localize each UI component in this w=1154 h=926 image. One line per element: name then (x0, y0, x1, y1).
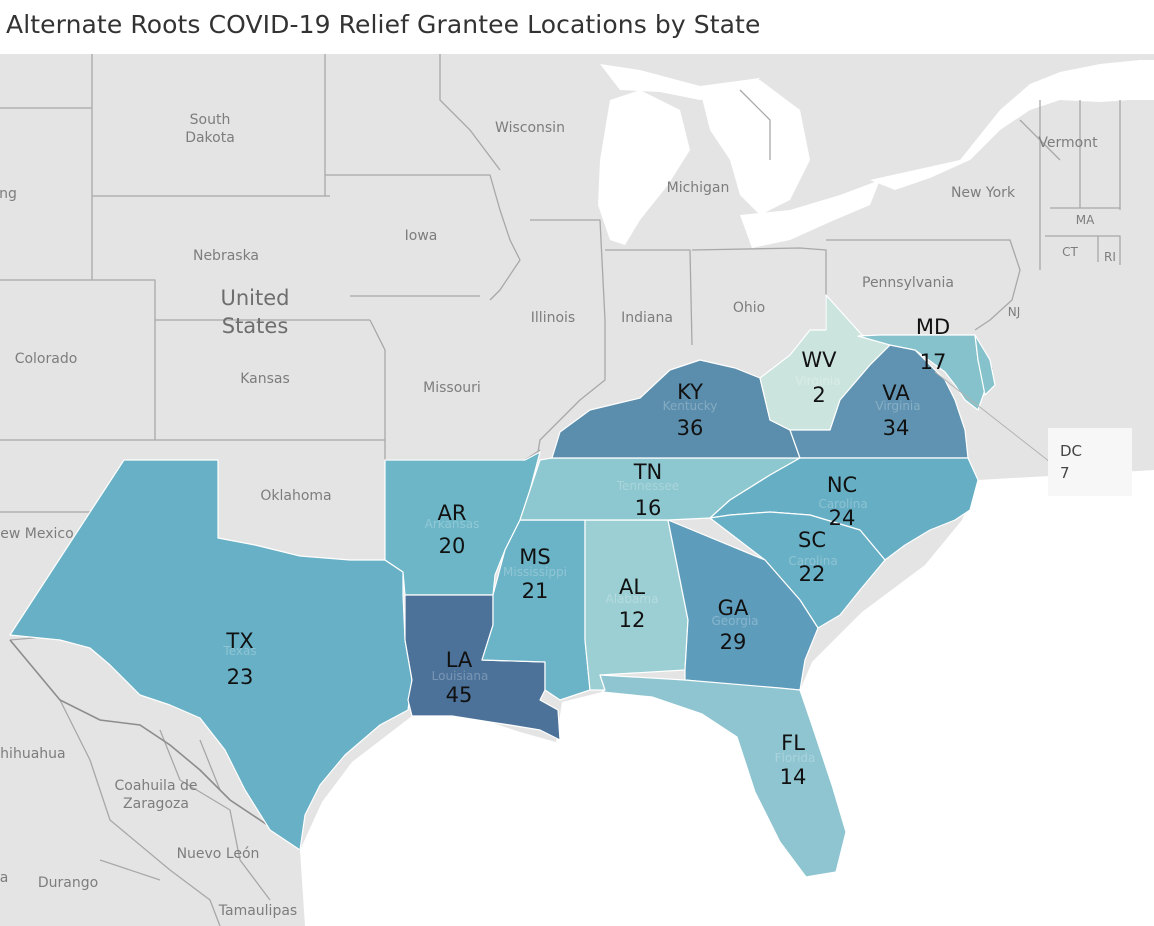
abbr-sc: SC (798, 528, 826, 552)
label-new-york: New York (951, 185, 1016, 201)
label-wyoming-partial: ng (0, 186, 17, 202)
underlay-tx: Texas (222, 644, 256, 658)
label-united-2: States (222, 314, 289, 338)
label-nuevo-leon: Nuevo León (177, 846, 260, 862)
label-nebraska: Nebraska (193, 248, 259, 264)
state-de[interactable] (974, 334, 996, 396)
count-va: 34 (883, 416, 910, 440)
underlay-fl: Florida (775, 751, 816, 765)
count-tn: 16 (635, 496, 662, 520)
underlay-va: Virginia (875, 399, 920, 413)
state-fl[interactable] (599, 674, 847, 878)
underlay-ga: Georgia (711, 614, 758, 628)
abbr-al: AL (619, 575, 645, 599)
count-wv: 2 (812, 383, 825, 407)
state-labels: TX 23 AR 20 LA 45 MS 21 AL 12 TN 16 KY 3… (225, 315, 950, 789)
label-missouri: Missouri (423, 380, 481, 396)
label-nj: NJ (1008, 305, 1021, 319)
label-sinaloa-partial: a (0, 870, 8, 886)
underlay-nc: Carolina (818, 497, 867, 511)
states-layer[interactable] (9, 294, 996, 878)
count-nc: 24 (829, 506, 856, 530)
label-pennsylvania: Pennsylvania (862, 275, 954, 291)
abbr-la: LA (446, 648, 473, 672)
count-la: 45 (446, 683, 473, 707)
state-tx[interactable] (9, 459, 413, 851)
label-ma: MA (1076, 213, 1095, 227)
background-labels: South Dakota Wisconsin Michigan Vermont … (0, 112, 1116, 919)
label-oklahoma: Oklahoma (260, 488, 331, 504)
dc-callout[interactable]: DC 7 (1048, 428, 1132, 496)
underlay-tn: Tennessee (616, 479, 680, 493)
map-canvas[interactable]: South Dakota Wisconsin Michigan Vermont … (0, 54, 1154, 926)
label-ri: RI (1104, 250, 1116, 264)
dc-count: 7 (1060, 464, 1070, 482)
state-md[interactable] (857, 334, 986, 411)
choropleth-map[interactable]: South Dakota Wisconsin Michigan Vermont … (0, 54, 1154, 926)
underlay-ar: Arkansas (425, 517, 480, 531)
label-vermont: Vermont (1038, 135, 1098, 151)
underlay-ky: Kentucky (663, 399, 718, 413)
count-ms: 21 (522, 579, 549, 603)
abbr-ms: MS (519, 545, 550, 569)
dc-abbr: DC (1060, 442, 1083, 460)
dc-leader-line (934, 371, 1051, 463)
label-illinois: Illinois (531, 310, 575, 326)
label-coahuila-2: Zaragoza (123, 796, 189, 812)
count-tx: 23 (227, 665, 254, 689)
abbr-md: MD (916, 315, 950, 339)
underlay-sc: Carolina (788, 554, 837, 568)
count-ga: 29 (720, 630, 747, 654)
label-new-mexico: ew Mexico (0, 526, 73, 542)
abbr-tn: TN (633, 460, 663, 484)
label-iowa: Iowa (405, 228, 438, 244)
water (300, 60, 1154, 926)
abbr-ga: GA (718, 596, 749, 620)
count-al: 12 (619, 608, 646, 632)
abbr-tx: TX (225, 629, 253, 653)
count-ar: 20 (439, 534, 466, 558)
label-united-1: United (221, 286, 290, 310)
label-kansas: Kansas (240, 371, 290, 387)
count-md: 17 (920, 350, 947, 374)
count-ky: 36 (677, 416, 704, 440)
abbr-wv: WV (801, 348, 837, 372)
label-coahuila-1: Coahuila de (115, 778, 198, 794)
label-south-dakota-2: Dakota (185, 130, 235, 146)
label-wisconsin: Wisconsin (495, 120, 565, 136)
label-indiana: Indiana (621, 310, 673, 326)
map-title: Alternate Roots COVID-19 Relief Grantee … (6, 10, 761, 39)
underlay-al: Alabama (606, 592, 659, 606)
abbr-va: VA (882, 381, 910, 405)
label-tamaulipas: Tamaulipas (218, 903, 297, 919)
label-ohio: Ohio (733, 300, 765, 316)
label-chihuahua: Chihuahua (0, 746, 66, 762)
label-durango: Durango (38, 875, 98, 891)
underlay-la: Louisiana (432, 669, 489, 683)
label-south-dakota-1: South (190, 112, 231, 128)
abbr-ar: AR (438, 501, 467, 525)
state-ar[interactable] (384, 451, 541, 596)
abbr-ky: KY (677, 380, 703, 404)
state-name-underlays: Texas Arkansas Louisiana Mississippi Ala… (222, 374, 920, 765)
abbr-fl: FL (781, 731, 805, 755)
underlay-ms: Mississippi (503, 565, 567, 579)
label-ct: CT (1062, 245, 1078, 259)
count-fl: 14 (780, 765, 807, 789)
label-colorado: Colorado (15, 351, 78, 367)
label-michigan: Michigan (667, 180, 730, 196)
underlay-wv: Virginia (795, 374, 840, 388)
abbr-nc: NC (827, 473, 857, 497)
count-sc: 22 (799, 562, 826, 586)
